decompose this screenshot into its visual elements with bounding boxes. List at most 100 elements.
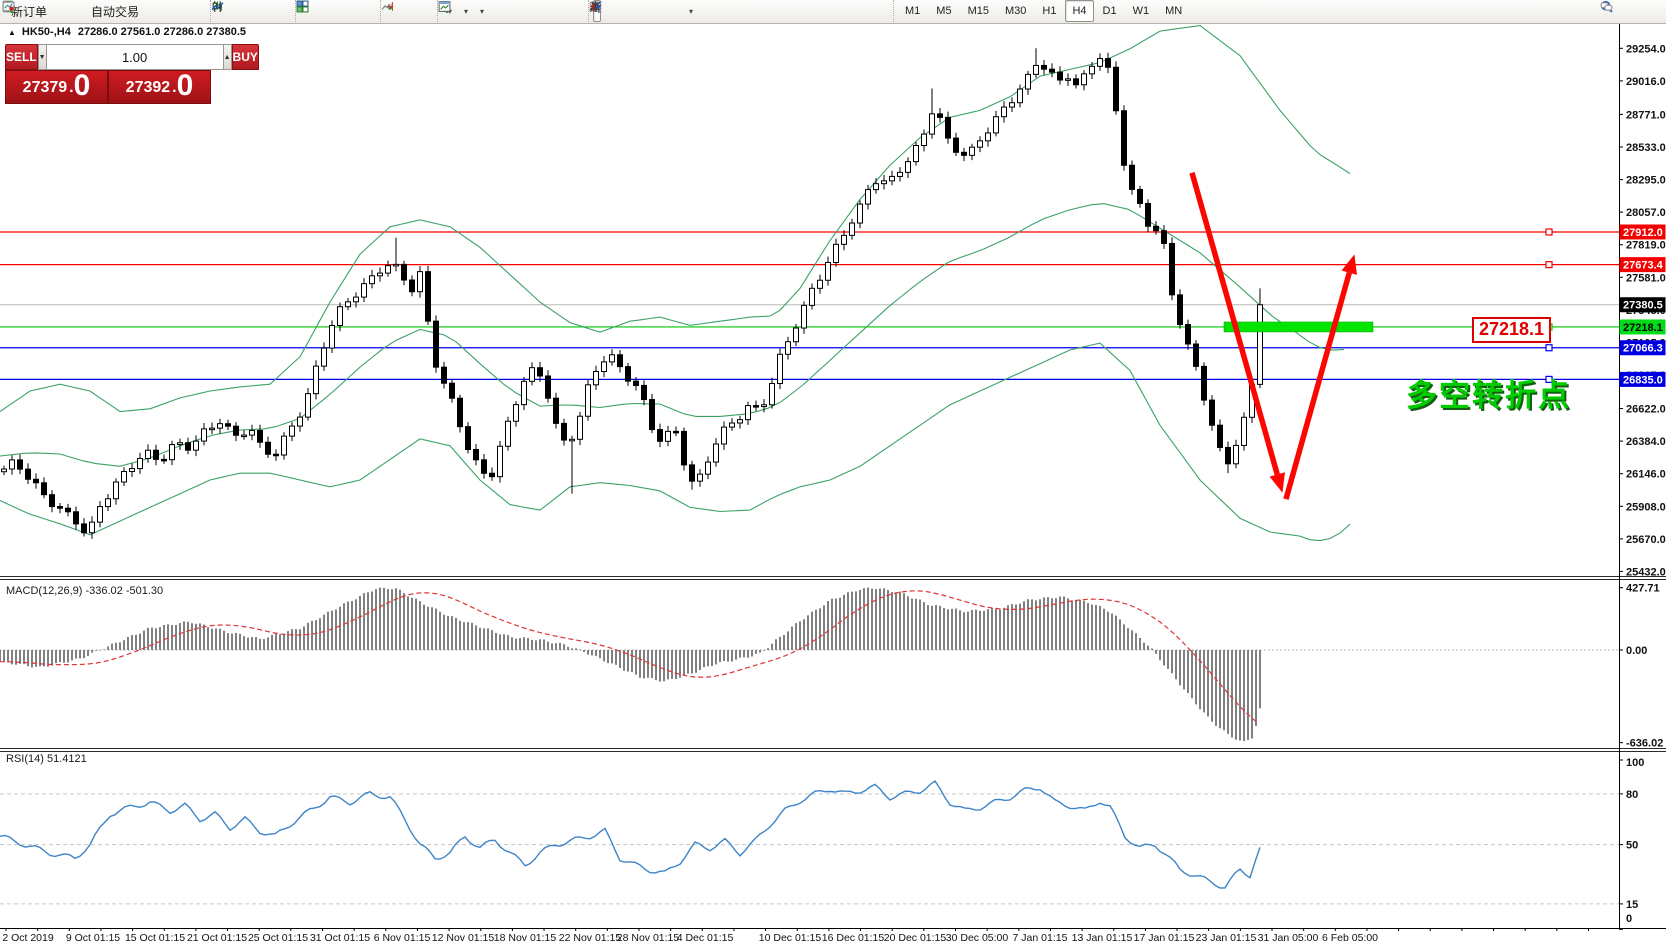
macd-pane — [0, 587, 1619, 741]
upper-band — [0, 25, 1351, 413]
line-chart-button[interactable] — [211, 0, 243, 22]
templates-button[interactable]: ▾ — [438, 0, 488, 22]
sell-button[interactable]: SELL — [5, 44, 38, 70]
button-label: M5 — [936, 5, 952, 17]
current-price-label — [1619, 297, 1666, 313]
chevron-down-icon[interactable]: ▾ — [689, 6, 694, 16]
chart-shift-icon — [381, 2, 394, 11]
signal-button[interactable] — [2, 0, 81, 22]
button-label: M15 — [967, 5, 989, 17]
arrows-button[interactable]: ▾ — [590, 0, 697, 22]
svg-text:25 Oct 01:15: 25 Oct 01:15 — [248, 932, 308, 944]
terminal-button[interactable] — [2, 0, 71, 22]
svg-text:27912.0: 27912.0 — [1623, 227, 1663, 239]
svg-text:26622.0: 26622.0 — [1626, 404, 1666, 416]
text-button[interactable]: A — [592, 0, 671, 22]
tf-m5[interactable]: M5 — [929, 0, 958, 22]
chevron-down-icon[interactable]: ▾ — [480, 6, 485, 16]
fibonacci-button[interactable]: F — [590, 0, 661, 22]
text-label-button[interactable]: T — [589, 0, 681, 22]
lower-band — [0, 342, 1351, 542]
arrowhead-up-icon — [1341, 254, 1358, 275]
line-handle[interactable] — [1545, 228, 1553, 236]
tf-d1[interactable]: D1 — [1096, 0, 1124, 22]
svg-text:29016.0: 29016.0 — [1626, 76, 1666, 88]
svg-text:27380.5: 27380.5 — [1623, 300, 1663, 312]
price-axis[interactable]: 29254.0 29016.0 28771.0 28533.0 28295.0 28057… — [1619, 43, 1666, 930]
volume-increase-button[interactable]: ▲ — [222, 44, 232, 70]
svg-text:28533.0: 28533.0 — [1626, 142, 1666, 154]
buy-price-button[interactable]: 27392. 0 — [108, 70, 211, 104]
collapse-icon[interactable]: ▲ — [8, 27, 16, 37]
button-label: H1 — [1042, 5, 1057, 17]
svg-text:27819.0: 27819.0 — [1626, 240, 1666, 252]
symbol-info-bar[interactable]: ▲ HK50-,H4 27286.0 27561.0 27286.0 27380… — [8, 26, 246, 38]
svg-text:31 Jan 05:00: 31 Jan 05:00 — [1258, 932, 1319, 944]
tf-h1[interactable]: H1 — [1035, 0, 1063, 22]
svg-text:25670.0: 25670.0 — [1626, 534, 1666, 546]
community-button[interactable] — [1600, 0, 1619, 22]
toolbar-group: M1 M5 M15 M30 H1 H4 D1 W1 MN — [893, 0, 1190, 22]
svg-text:6 Feb 05:00: 6 Feb 05:00 — [1322, 932, 1378, 944]
volume-decrease-button[interactable]: ▼ — [37, 44, 47, 70]
buy-price-main: 27392 — [125, 79, 171, 96]
line-chart-icon — [211, 2, 224, 11]
toolbar-group — [1600, 0, 1620, 22]
tf-m1[interactable]: M1 — [898, 0, 927, 22]
tf-mn[interactable]: MN — [1158, 0, 1189, 22]
support-price-label — [1619, 371, 1666, 387]
toolbar-group: 新订单 自动交易 — [2, 0, 144, 22]
tf-m30[interactable]: M30 — [998, 0, 1033, 22]
resistance-price-label — [1619, 224, 1666, 240]
arrowhead-down-icon — [1269, 472, 1285, 493]
svg-text:26384.0: 26384.0 — [1626, 436, 1666, 448]
trend-arrows[interactable] — [1189, 171, 1358, 500]
line-handle[interactable] — [1545, 261, 1553, 269]
pivot-highlight-bar[interactable] — [1223, 321, 1374, 333]
volume-input[interactable] — [46, 44, 223, 70]
tf-m15[interactable]: M15 — [961, 0, 996, 22]
svg-text:31 Oct 01:15: 31 Oct 01:15 — [310, 932, 370, 944]
button-label: MN — [1165, 5, 1183, 17]
trendline-button[interactable] — [589, 0, 641, 22]
line-handle[interactable] — [1545, 344, 1553, 352]
zoom-out-button[interactable] — [296, 0, 318, 22]
svg-text:10 Dec 01:15: 10 Dec 01:15 — [759, 932, 822, 944]
svg-text:0: 0 — [1626, 913, 1632, 925]
svg-text:100: 100 — [1626, 757, 1644, 769]
svg-text:15: 15 — [1626, 899, 1638, 911]
buy-button[interactable]: BUY — [231, 44, 259, 70]
crosshair-button[interactable] — [590, 0, 611, 22]
candlestick-button[interactable] — [212, 0, 233, 22]
chart-shift-button[interactable] — [381, 0, 403, 22]
button-label: 自动交易 — [91, 4, 140, 19]
svg-text:30 Dec 05:00: 30 Dec 05:00 — [946, 932, 1009, 944]
time-axis[interactable]: 2 Oct 2019 9 Oct 01:15 15 Oct 01:15 21 Oct … — [2, 928, 1589, 944]
equidistant-channel-button[interactable]: E — [589, 0, 651, 22]
tf-h4[interactable]: H4 — [1065, 0, 1094, 22]
macd-signal-line — [0, 590, 1257, 723]
vertical-line-button[interactable] — [593, 0, 621, 22]
tf-w1[interactable]: W1 — [1126, 0, 1157, 22]
turning-point-annotation[interactable]: 多空转折点 — [1406, 378, 1571, 413]
macd-name: MACD(12,26,9) — [6, 585, 83, 597]
text-label-icon: T — [589, 1, 602, 12]
gold-button[interactable] — [3, 0, 61, 22]
arrow-line-down — [1189, 171, 1280, 476]
sell-price-button[interactable]: 27379. 0 — [5, 70, 108, 104]
pivot-price-label[interactable]: 27218.1 — [1472, 317, 1551, 343]
horizontal-line-button[interactable] — [590, 0, 631, 22]
svg-text:27066.3: 27066.3 — [1623, 343, 1663, 355]
macd-label: MACD(12,26,9) -336.02 -501.30 — [6, 585, 163, 597]
button-label: M30 — [1004, 5, 1027, 17]
autotrade-button[interactable]: 自动交易 — [2, 0, 143, 22]
svg-text:427.71: 427.71 — [1626, 583, 1660, 595]
periods-button[interactable]: ▾ — [438, 0, 472, 22]
line-handle[interactable] — [1545, 375, 1553, 383]
chevron-down-icon[interactable]: ▾ — [464, 6, 469, 16]
toolbar-group — [295, 0, 329, 22]
tile-windows-button[interactable] — [296, 0, 328, 22]
